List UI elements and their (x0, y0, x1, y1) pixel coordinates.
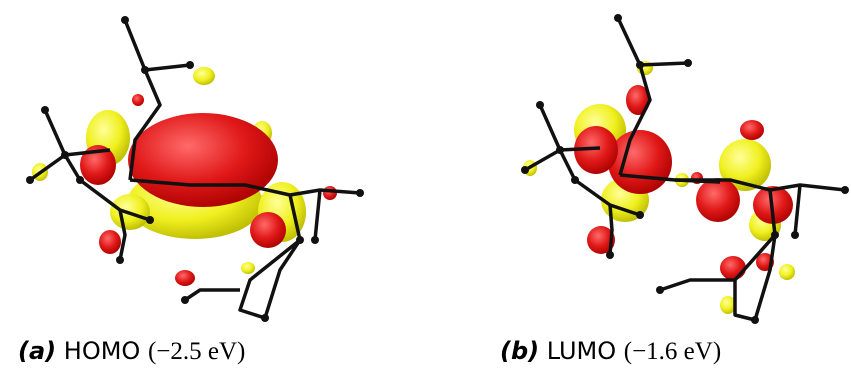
caption: (a) HOMO (−2.5 eV) (18, 337, 245, 366)
figure: (a) HOMO (−2.5 eV) (b) LUMO (−1.6 eV) (0, 0, 851, 372)
panel-label: (a) (18, 337, 56, 365)
orbital-images (0, 0, 851, 372)
panel-label: (b) (500, 337, 539, 365)
lumo-image (521, 14, 849, 324)
caption: (b) LUMO (−1.6 eV) (500, 337, 721, 366)
orbital-energy: (−1.6 eV) (624, 338, 721, 365)
orbital-energy: (−2.5 eV) (148, 338, 245, 365)
homo-image (26, 16, 364, 322)
orbital-name: LUMO (547, 337, 616, 365)
orbital-name: HOMO (64, 337, 141, 365)
